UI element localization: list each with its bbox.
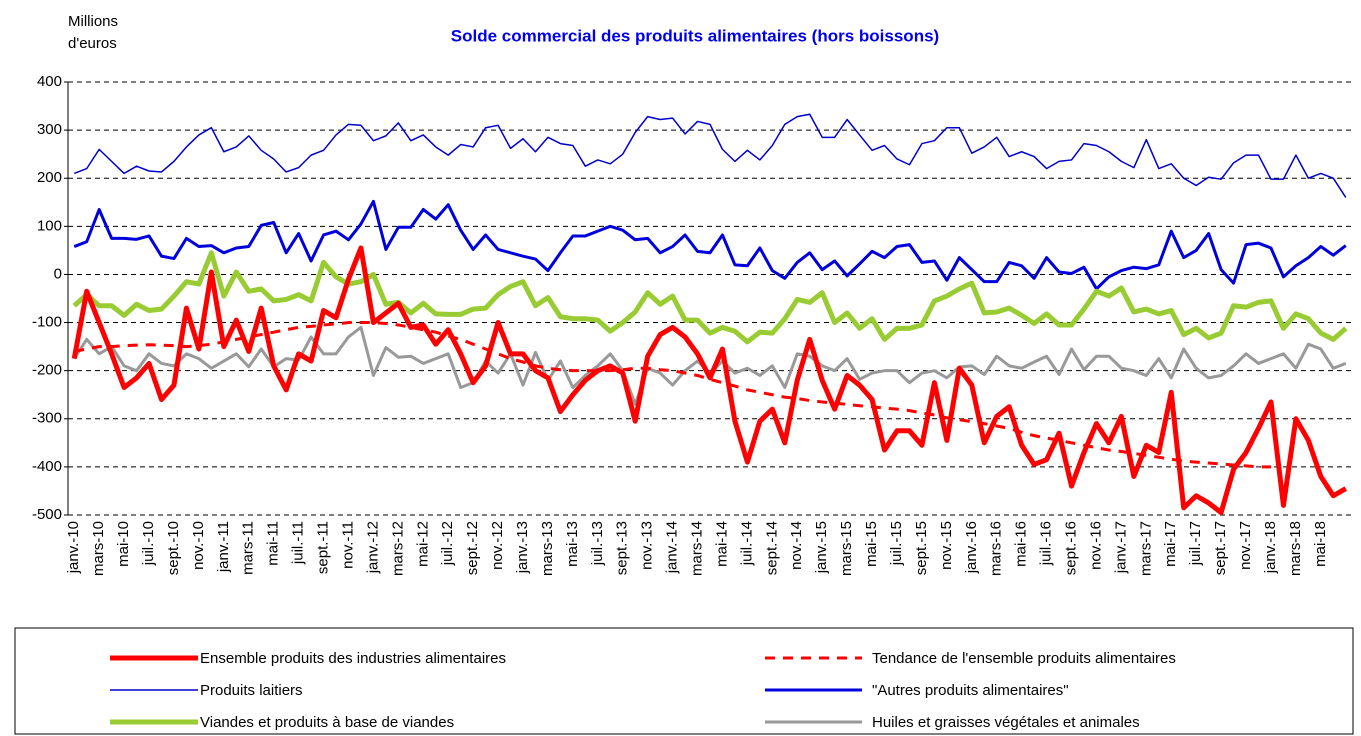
y-tick-label: -100 bbox=[32, 314, 62, 331]
y-tick-label: -300 bbox=[32, 410, 62, 427]
legend-label: Huiles et graisses végétales et animales bbox=[872, 714, 1140, 731]
x-tick-label: juil.-16 bbox=[1038, 521, 1055, 566]
x-tick-label: janv.-13 bbox=[514, 521, 531, 574]
x-tick-label: nov.-16 bbox=[1087, 521, 1104, 570]
x-tick-label: mai-18 bbox=[1312, 521, 1329, 567]
x-tick-label: juil.-13 bbox=[589, 521, 606, 566]
x-tick-label: mai-14 bbox=[713, 521, 730, 567]
series-line bbox=[72, 250, 1348, 345]
legend-label: Viandes et produits à base de viandes bbox=[200, 714, 454, 731]
x-tick-label: mai-11 bbox=[265, 521, 282, 566]
x-tick-label: nov.-15 bbox=[938, 521, 955, 570]
x-tick-label: janv.-18 bbox=[1262, 521, 1279, 574]
series-line bbox=[73, 321, 1271, 469]
x-tick-label: juil.-12 bbox=[439, 521, 456, 566]
y-tick-label: -400 bbox=[32, 458, 62, 475]
y-tick-label: 100 bbox=[37, 217, 62, 234]
x-tick-label: janv.-15 bbox=[813, 521, 830, 574]
x-tick-label: nov.-12 bbox=[489, 521, 506, 570]
x-tick-label: nov.-10 bbox=[190, 521, 207, 570]
x-tick-label: sept.-11 bbox=[315, 521, 332, 574]
y-tick-label: -200 bbox=[32, 362, 62, 379]
legend-label: Tendance de l'ensemble produits alimenta… bbox=[872, 650, 1176, 667]
x-tick-label: mai-15 bbox=[863, 521, 880, 567]
x-tick-label: mars-17 bbox=[1137, 521, 1154, 576]
x-tick-label: janv.-11 bbox=[215, 521, 232, 573]
legend-label: "Autres produits alimentaires" bbox=[872, 682, 1069, 699]
x-tick-label: sept.-13 bbox=[614, 521, 631, 575]
y-tick-label: 200 bbox=[37, 169, 62, 186]
x-tick-label: janv.-16 bbox=[963, 521, 980, 574]
x-tick-label: sept.-12 bbox=[464, 521, 481, 575]
x-tick-label: juil.-11 bbox=[290, 521, 307, 565]
y-tick-label: 0 bbox=[54, 265, 62, 282]
x-tick-label: mai-16 bbox=[1013, 521, 1030, 567]
x-tick-label: mai-12 bbox=[414, 521, 431, 567]
chart-title: Solde commercial des produits alimentair… bbox=[451, 26, 939, 45]
x-tick-label: mars-11 bbox=[240, 521, 257, 575]
x-tick-label: juil.-17 bbox=[1187, 521, 1204, 566]
legend-label: Ensemble produits des industries aliment… bbox=[200, 650, 506, 667]
legend-box bbox=[14, 627, 1354, 735]
x-tick-label: mars-10 bbox=[90, 521, 107, 576]
x-tick-label: mars-14 bbox=[689, 521, 706, 576]
y-axis-label: Millions bbox=[68, 13, 118, 30]
x-tick-label: mars-15 bbox=[838, 521, 855, 576]
x-tick-label: janv.-14 bbox=[664, 521, 681, 574]
x-tick-label: sept.-17 bbox=[1212, 521, 1229, 575]
x-tick-label: mars-18 bbox=[1287, 521, 1304, 576]
legend-label: Produits laitiers bbox=[200, 682, 303, 699]
y-tick-label: 400 bbox=[37, 73, 62, 90]
x-tick-label: nov.-13 bbox=[639, 521, 656, 570]
x-tick-label: nov.-14 bbox=[788, 521, 805, 570]
x-tick-label: nov.-11 bbox=[339, 521, 356, 569]
x-tick-label: mai-13 bbox=[564, 521, 581, 567]
y-tick-label: 300 bbox=[37, 121, 62, 138]
x-tick-label: mars-12 bbox=[389, 521, 406, 576]
x-tick-label: mai-10 bbox=[115, 521, 132, 567]
series-line bbox=[72, 325, 1347, 406]
x-tick-label: juil.-10 bbox=[140, 521, 157, 566]
x-tick-label: sept.-16 bbox=[1062, 521, 1079, 575]
series-line bbox=[71, 245, 1348, 516]
x-tick-label: sept.-15 bbox=[913, 521, 930, 575]
x-tick-label: mars-16 bbox=[988, 521, 1005, 576]
x-tick-label: nov.-17 bbox=[1237, 521, 1254, 570]
x-tick-label: juil.-14 bbox=[738, 521, 755, 566]
x-tick-label: sept.-10 bbox=[165, 521, 182, 575]
x-tick-label: janv.-10 bbox=[65, 521, 82, 574]
x-tick-label: mai-17 bbox=[1162, 521, 1179, 567]
series-line bbox=[73, 113, 1347, 198]
x-tick-label: sept.-14 bbox=[763, 521, 780, 575]
y-axis-label: d'euros bbox=[68, 35, 117, 52]
x-tick-label: mars-13 bbox=[539, 521, 556, 576]
x-tick-label: janv.-12 bbox=[364, 521, 381, 574]
y-tick-label: -500 bbox=[32, 506, 62, 523]
x-tick-label: janv.-17 bbox=[1112, 521, 1129, 574]
series-line bbox=[73, 199, 1347, 291]
x-tick-label: juil.-15 bbox=[888, 521, 905, 566]
